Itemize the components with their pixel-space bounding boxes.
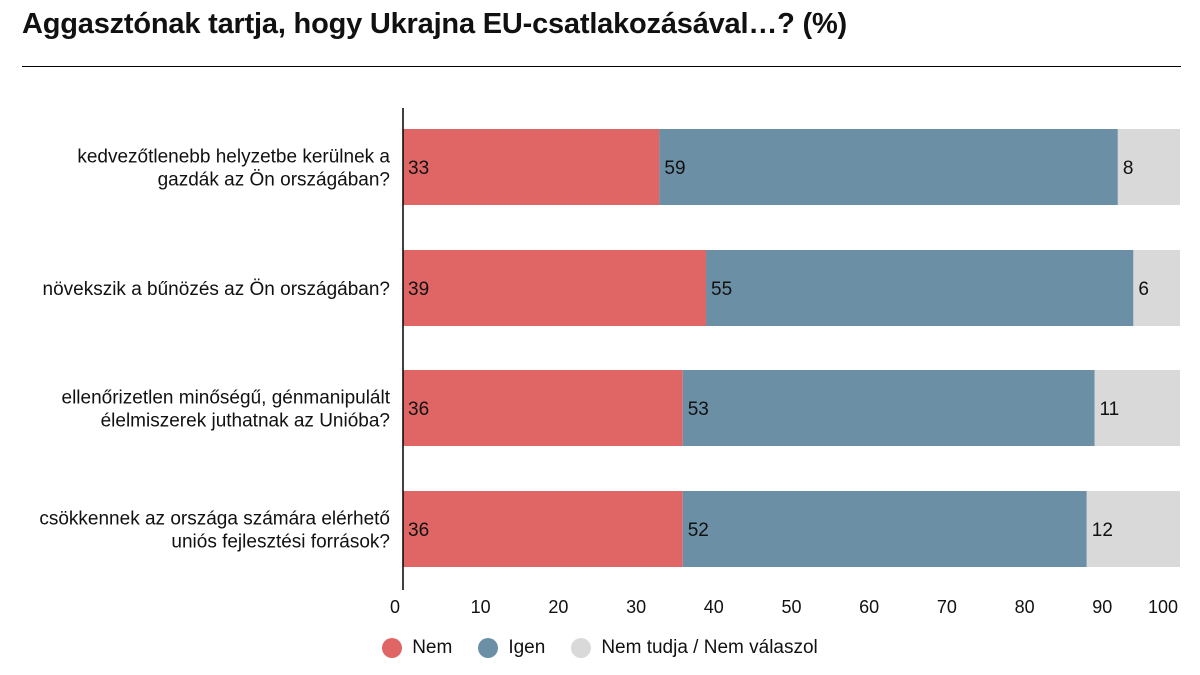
bar-segment-nem xyxy=(403,370,683,446)
bar-segment-igen xyxy=(706,250,1134,326)
category-label-line: növekszik a bűnözés az Ön országában? xyxy=(43,279,391,300)
category-label: kedvezőtlenebb helyzetbe kerülnek a gazdá… xyxy=(77,147,390,191)
bar-segment-igen xyxy=(659,129,1118,205)
bar-segment-igen xyxy=(682,370,1095,446)
chart-title: Aggasztónak tartja, hogy Ukrajna EU-csat… xyxy=(22,8,848,40)
bar-segment-igen xyxy=(682,491,1087,567)
data-label: 53 xyxy=(688,399,709,420)
category-label: csökkennek az országa számára elérhető un… xyxy=(39,509,390,553)
category-label: növekszik a bűnözés az Ön országában? xyxy=(43,279,391,300)
data-label: 12 xyxy=(1092,520,1113,541)
data-label: 33 xyxy=(408,158,429,179)
legend: Nem Igen Nem tudja / Nem válaszol xyxy=(0,637,1200,659)
category-label-line: gazdák az Ön országában? xyxy=(158,170,390,191)
x-tick-label: 80 xyxy=(1015,597,1035,617)
x-tick-label: 0 xyxy=(390,597,400,617)
x-tick-label: 50 xyxy=(781,597,801,617)
data-label: 39 xyxy=(408,279,429,300)
data-label: 36 xyxy=(408,520,429,541)
x-tick-label: 20 xyxy=(548,597,568,617)
bar-segment-nem xyxy=(403,129,660,205)
legend-item: Nem tudja / Nem válaszol xyxy=(571,637,818,659)
category-label-line: kedvezőtlenebb helyzetbe kerülnek a xyxy=(77,147,390,168)
bar-segment-nem-tudja-nem-v-laszol xyxy=(1094,370,1180,446)
data-label: 59 xyxy=(664,158,685,179)
data-label: 6 xyxy=(1138,279,1149,300)
bar-segment-nem-tudja-nem-v-laszol xyxy=(1133,250,1180,326)
bar-segment-nem-tudja-nem-v-laszol xyxy=(1117,129,1180,205)
legend-swatch-icon xyxy=(382,638,403,658)
data-label: 52 xyxy=(688,520,709,541)
data-label: 55 xyxy=(711,279,732,300)
bar-segment-nem xyxy=(403,250,707,326)
title-divider xyxy=(22,66,1181,67)
category-label-line: ellenőrizetlen minőségű, génmanipulált xyxy=(62,388,391,409)
legend-label: Igen xyxy=(508,637,546,658)
x-tick-label: 40 xyxy=(704,597,724,617)
category-label: ellenőrizetlen minőségű, génmanipulált él… xyxy=(62,388,391,432)
legend-swatch-icon xyxy=(478,638,499,658)
data-label: 8 xyxy=(1123,158,1134,179)
legend-item: Nem xyxy=(382,637,452,659)
x-tick-label: 70 xyxy=(937,597,957,617)
bar-segment-nem xyxy=(403,491,683,567)
data-label: 36 xyxy=(408,399,429,420)
bar-segment-nem-tudja-nem-v-laszol xyxy=(1086,491,1180,567)
legend-item: Igen xyxy=(478,637,545,659)
legend-swatch-icon xyxy=(571,638,592,658)
x-tick-label: 60 xyxy=(859,597,879,617)
x-tick-label: 30 xyxy=(626,597,646,617)
category-label-line: élelmiszerek juthatnak az Unióba? xyxy=(101,411,390,432)
legend-label: Nem xyxy=(412,637,453,658)
category-label-line: csökkennek az országa számára elérhető xyxy=(39,509,390,530)
data-label: 11 xyxy=(1100,399,1120,420)
x-tick-label: 10 xyxy=(471,597,491,617)
x-tick-label: 100 xyxy=(1148,597,1178,617)
x-tick-label: 90 xyxy=(1092,597,1112,617)
category-label-line: uniós fejlesztési források? xyxy=(171,532,390,553)
legend-label: Nem tudja / Nem válaszol xyxy=(601,637,818,658)
